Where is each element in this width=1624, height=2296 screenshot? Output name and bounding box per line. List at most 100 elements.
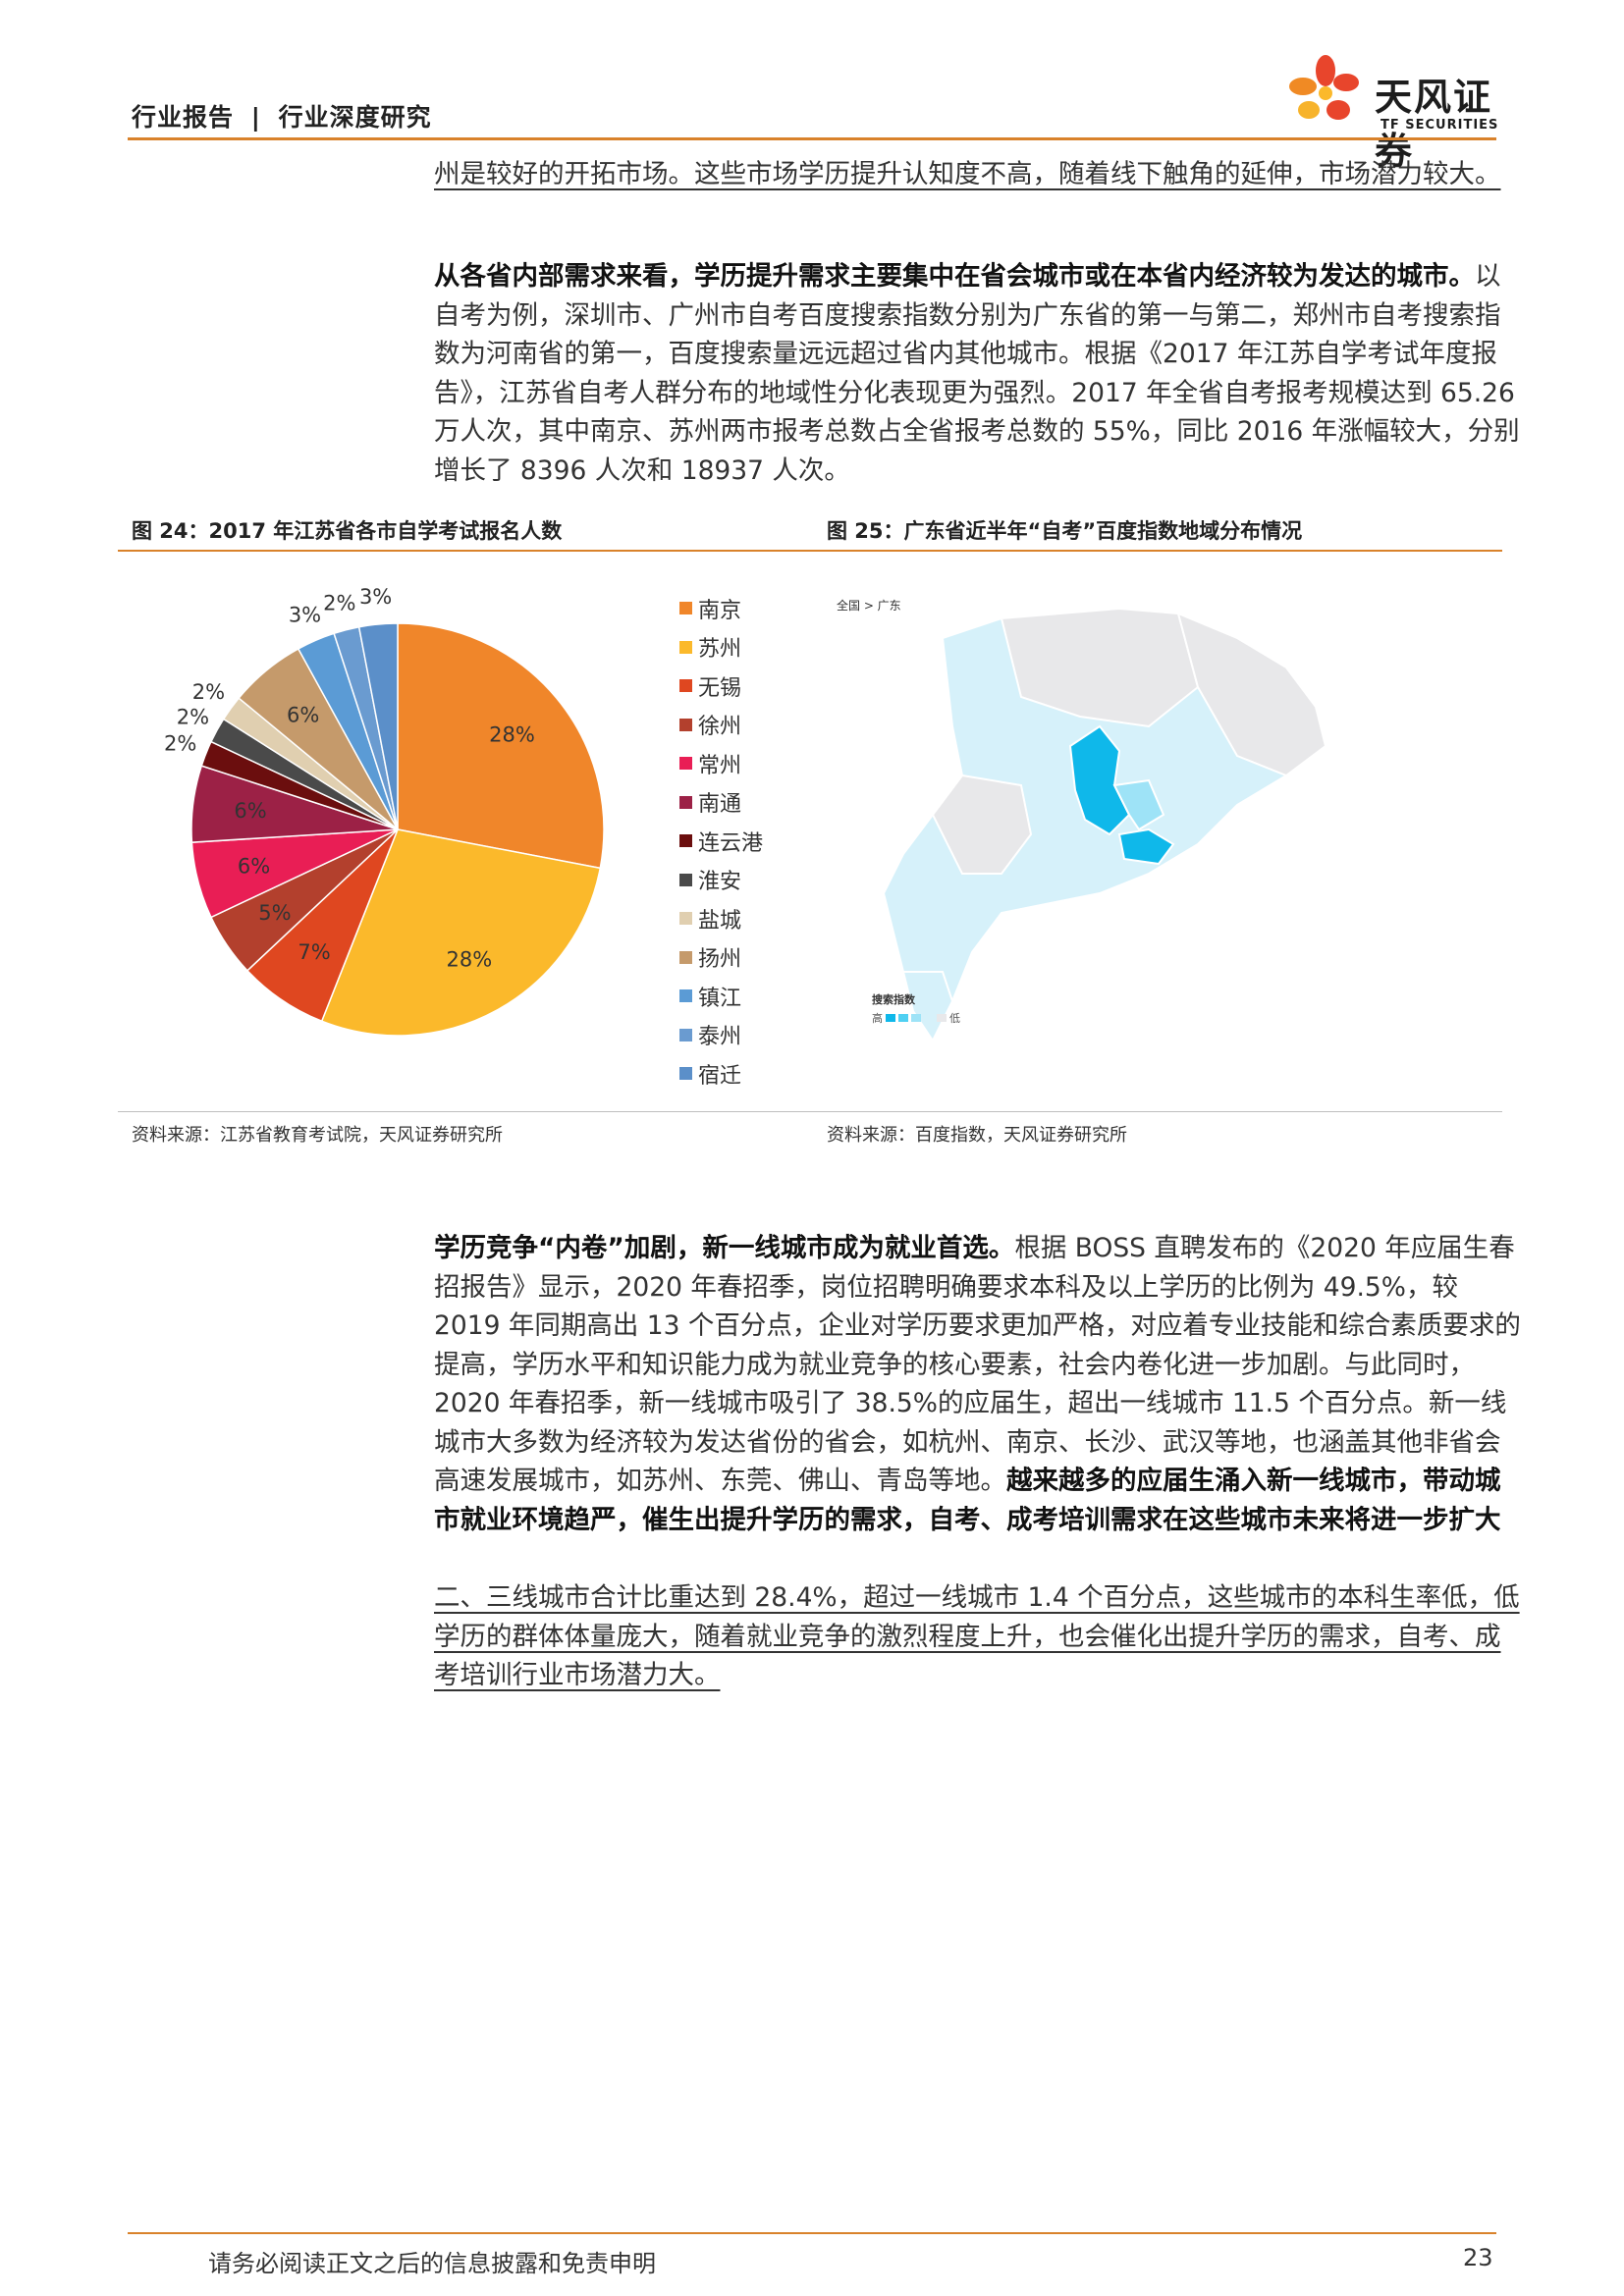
legend-label: 常州 xyxy=(698,753,742,778)
map-region-east xyxy=(1176,612,1327,777)
legend-item-盐城: 盐城 xyxy=(679,899,763,938)
legend-swatch xyxy=(679,1067,692,1081)
logo-flower-icon xyxy=(1289,55,1359,120)
legend-label: 盐城 xyxy=(698,908,742,934)
paragraph-market: 州是较好的开拓市场。这些市场学历提升认知度不高，随着线下触角的延伸，市场潜力较大… xyxy=(434,155,1524,194)
figure-25-source: 资料来源：百度指数，天风证券研究所 xyxy=(827,1125,1127,1146)
logo-text-en: TF SECURITIES xyxy=(1380,118,1499,133)
legend-item-徐州: 徐州 xyxy=(679,706,763,745)
legend-swatch xyxy=(679,718,692,731)
pie-label-常州: 6% xyxy=(238,855,270,879)
pie-label-连云港: 2% xyxy=(164,731,196,755)
footer-divider xyxy=(128,2232,1496,2234)
legend-label: 连云港 xyxy=(698,830,764,856)
legend-label: 南通 xyxy=(698,792,742,818)
legend-item-镇江: 镇江 xyxy=(679,977,763,1016)
legend-label: 宿迁 xyxy=(698,1063,742,1089)
figure-25-rule xyxy=(813,550,1502,552)
figure-24-bottom-rule xyxy=(118,1111,813,1112)
header-divider xyxy=(128,137,1496,140)
paragraph-competition-body: 根据 BOSS 直聘发布的《2020 年应届生春招报告》显示，2020 年春招季… xyxy=(434,1233,1521,1496)
legend-label: 扬州 xyxy=(698,947,742,973)
legend-item-宿迁: 宿迁 xyxy=(679,1054,763,1094)
figure-25-bottom-rule xyxy=(813,1111,1502,1112)
legend-label: 徐州 xyxy=(698,715,742,740)
figure-24-chart: 28% 28% 7% 5% 6% 6% 2% 2% 2% 6% 3% 2% 3% xyxy=(118,569,746,1099)
header-separator: | xyxy=(250,103,261,132)
legend-swatch xyxy=(679,834,692,848)
legend-swatch xyxy=(679,950,692,964)
figure-25-title: 图 25：广东省近半年“自考”百度指数地域分布情况 xyxy=(827,519,1303,543)
legend-item-无锡: 无锡 xyxy=(679,667,763,706)
legend-swatch xyxy=(679,640,692,654)
pie-chart: 28%28%7%5%6%6%2%2%2%6%3%2% 3% xyxy=(164,585,605,1037)
guangdong-map xyxy=(882,607,1327,1042)
legend-label: 苏州 xyxy=(698,637,742,663)
legend-label: 镇江 xyxy=(698,986,742,1011)
map-region-dongguan xyxy=(1112,778,1165,831)
map-breadcrumb: 全国 > 广东 xyxy=(837,599,901,613)
legend-item-泰州: 泰州 xyxy=(679,1016,763,1055)
logo-text-cn: 天风证券 xyxy=(1375,76,1493,173)
pie-label-宿迁: 3% xyxy=(359,585,392,609)
pie-slice-宿迁 xyxy=(357,622,399,830)
pie-slice-苏州 xyxy=(320,828,602,1037)
legend-swatch xyxy=(679,757,692,771)
paragraph-competition-lead: 学历竞争“内卷”加剧，新一线城市成为就业首选。 xyxy=(434,1233,1015,1263)
map-legend: 搜索指数 高 低 xyxy=(872,991,960,1026)
pie-label-镇江: 3% xyxy=(289,604,321,627)
map-legend-swatch xyxy=(924,1014,934,1022)
figure-25-map: 全国 > 广东 搜索指数 高 低 xyxy=(825,579,1414,1050)
legend-swatch xyxy=(679,795,692,809)
pie-label-盐城: 2% xyxy=(192,680,225,704)
map-region-shenzhen xyxy=(1117,828,1175,866)
pie-slice-南京 xyxy=(397,622,605,870)
legend-label: 淮安 xyxy=(698,870,742,895)
legend-swatch xyxy=(679,679,692,693)
legend-swatch xyxy=(679,1028,692,1041)
legend-item-连云港: 连云港 xyxy=(679,822,763,861)
pie-label-无锡: 7% xyxy=(298,940,330,964)
pie-label-南通: 6% xyxy=(234,799,266,823)
pie-label-扬州: 6% xyxy=(287,703,319,726)
map-legend-low: 低 xyxy=(949,1012,960,1025)
pie-label-南京: 28% xyxy=(489,723,535,747)
report-subcategory: 行业深度研究 xyxy=(278,103,432,132)
map-legend-swatch xyxy=(898,1014,908,1022)
paragraph-provincial-demand: 从各省内部需求来看，学历提升需求主要集中在省会城市或在本省内经济较为发达的城市。… xyxy=(434,257,1524,490)
pie-label-徐州: 5% xyxy=(258,901,291,925)
map-legend-swatch xyxy=(886,1014,895,1022)
report-header: 行业报告 | 行业深度研究 xyxy=(132,98,432,133)
legend-item-苏州: 苏州 xyxy=(679,628,763,667)
figure-24-title: 图 24：2017 年江苏省各市自学考试报名人数 xyxy=(132,519,563,543)
legend-label: 泰州 xyxy=(698,1025,742,1050)
page-number: 23 xyxy=(1463,2244,1493,2271)
paragraph-lower-tier-text: 二、三线城市合计比重达到 28.4%，超过一线城市 1.4 个百分点，这些城市的… xyxy=(434,1582,1520,1690)
figure-24-rule xyxy=(118,550,813,552)
company-logo: 天风证券 TF SECURITIES xyxy=(1281,49,1517,173)
pie-label-淮安: 2% xyxy=(177,705,209,728)
paragraph-lower-tier: 二、三线城市合计比重达到 28.4%，超过一线城市 1.4 个百分点，这些城市的… xyxy=(434,1578,1524,1695)
legend-swatch xyxy=(679,873,692,886)
paragraph-competition-conclusion: 越来越多的应届生涌入新一线城市，带动城市就业环境趋严，催生出提升学历的需求，自考… xyxy=(434,1466,1501,1535)
paragraph-provincial-body: 以自考为例，深圳市、广州市自考百度搜索指数分别为广东省的第一与第二，郑州市自考搜… xyxy=(434,261,1520,486)
map-region-west xyxy=(931,774,1033,875)
paragraph-provincial-lead: 从各省内部需求来看，学历提升需求主要集中在省会城市或在本省内经济较为发达的城市。 xyxy=(434,261,1475,292)
map-legend-high: 高 xyxy=(872,1012,883,1025)
figure-24-source: 资料来源：江苏省教育考试院，天风证券研究所 xyxy=(132,1125,503,1146)
legend-item-南京: 南京 xyxy=(679,589,763,628)
report-category: 行业报告 xyxy=(132,103,235,132)
legend-label: 南京 xyxy=(698,598,742,623)
footer-disclaimer: 请务必阅读正文之后的信息披露和免责申明 xyxy=(208,2250,656,2277)
legend-item-常州: 常州 xyxy=(679,744,763,783)
legend-item-淮安: 淮安 xyxy=(679,861,763,900)
pie-label-苏州: 28% xyxy=(446,947,492,971)
map-legend-swatch xyxy=(937,1014,947,1022)
legend-swatch xyxy=(679,912,692,926)
map-legend-title: 搜索指数 xyxy=(872,993,915,1006)
map-legend-swatch xyxy=(911,1014,921,1022)
legend-label: 无锡 xyxy=(698,675,742,701)
pie-legend: 南京苏州无锡徐州常州南通连云港淮安盐城扬州镇江泰州宿迁 xyxy=(679,589,763,1094)
paragraph-market-text: 州是较好的开拓市场。这些市场学历提升认知度不高，随着线下触角的延伸，市场潜力较大… xyxy=(434,159,1501,189)
legend-item-南通: 南通 xyxy=(679,783,763,823)
